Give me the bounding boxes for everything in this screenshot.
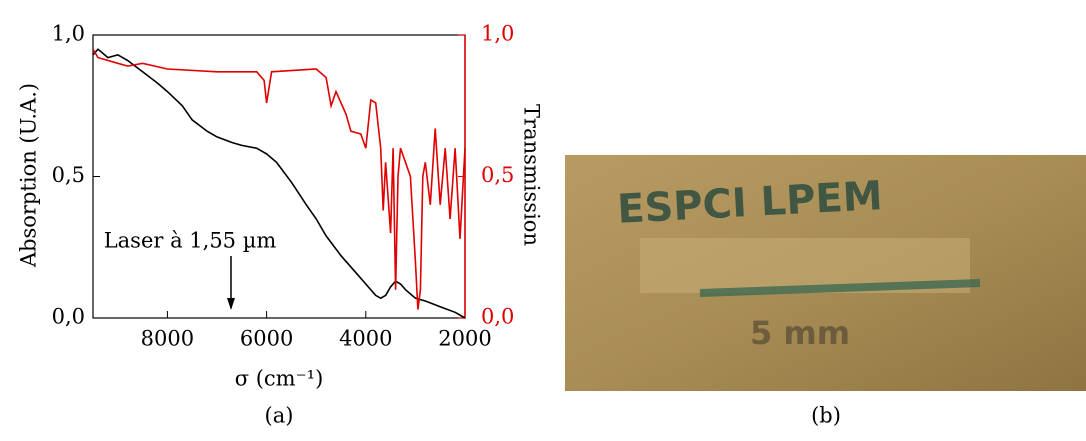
- y-tick-label: 1,0: [52, 22, 85, 46]
- x-tick-label: 8000: [141, 327, 194, 351]
- y2-tick-label: 1,0: [481, 22, 514, 46]
- y-axis-label: Absorption (U.A.): [17, 83, 41, 268]
- y-tick-label: 0,5: [52, 163, 85, 187]
- caption: (a): [265, 404, 294, 428]
- y2-tick-label: 0,5: [481, 163, 514, 187]
- data-line: [92, 48, 466, 319]
- y-tick-label: 0,0: [52, 305, 85, 329]
- annotation: Laser à 1,55 µm: [104, 229, 277, 253]
- x-tick-label: 2000: [438, 327, 491, 351]
- photo-bar: [699, 279, 981, 297]
- data-line: [92, 48, 466, 310]
- y2-axis-label: Transmission: [520, 104, 544, 246]
- photo-scale: 5 mm: [750, 314, 850, 352]
- x-tick-label: 4000: [339, 327, 392, 351]
- arrow-head: [227, 298, 235, 310]
- y2-tick-label: 0,0: [481, 305, 514, 329]
- x-tick-label: 6000: [240, 327, 293, 351]
- caption: (b): [811, 404, 841, 428]
- x-axis-label: σ (cm⁻¹): [235, 367, 324, 391]
